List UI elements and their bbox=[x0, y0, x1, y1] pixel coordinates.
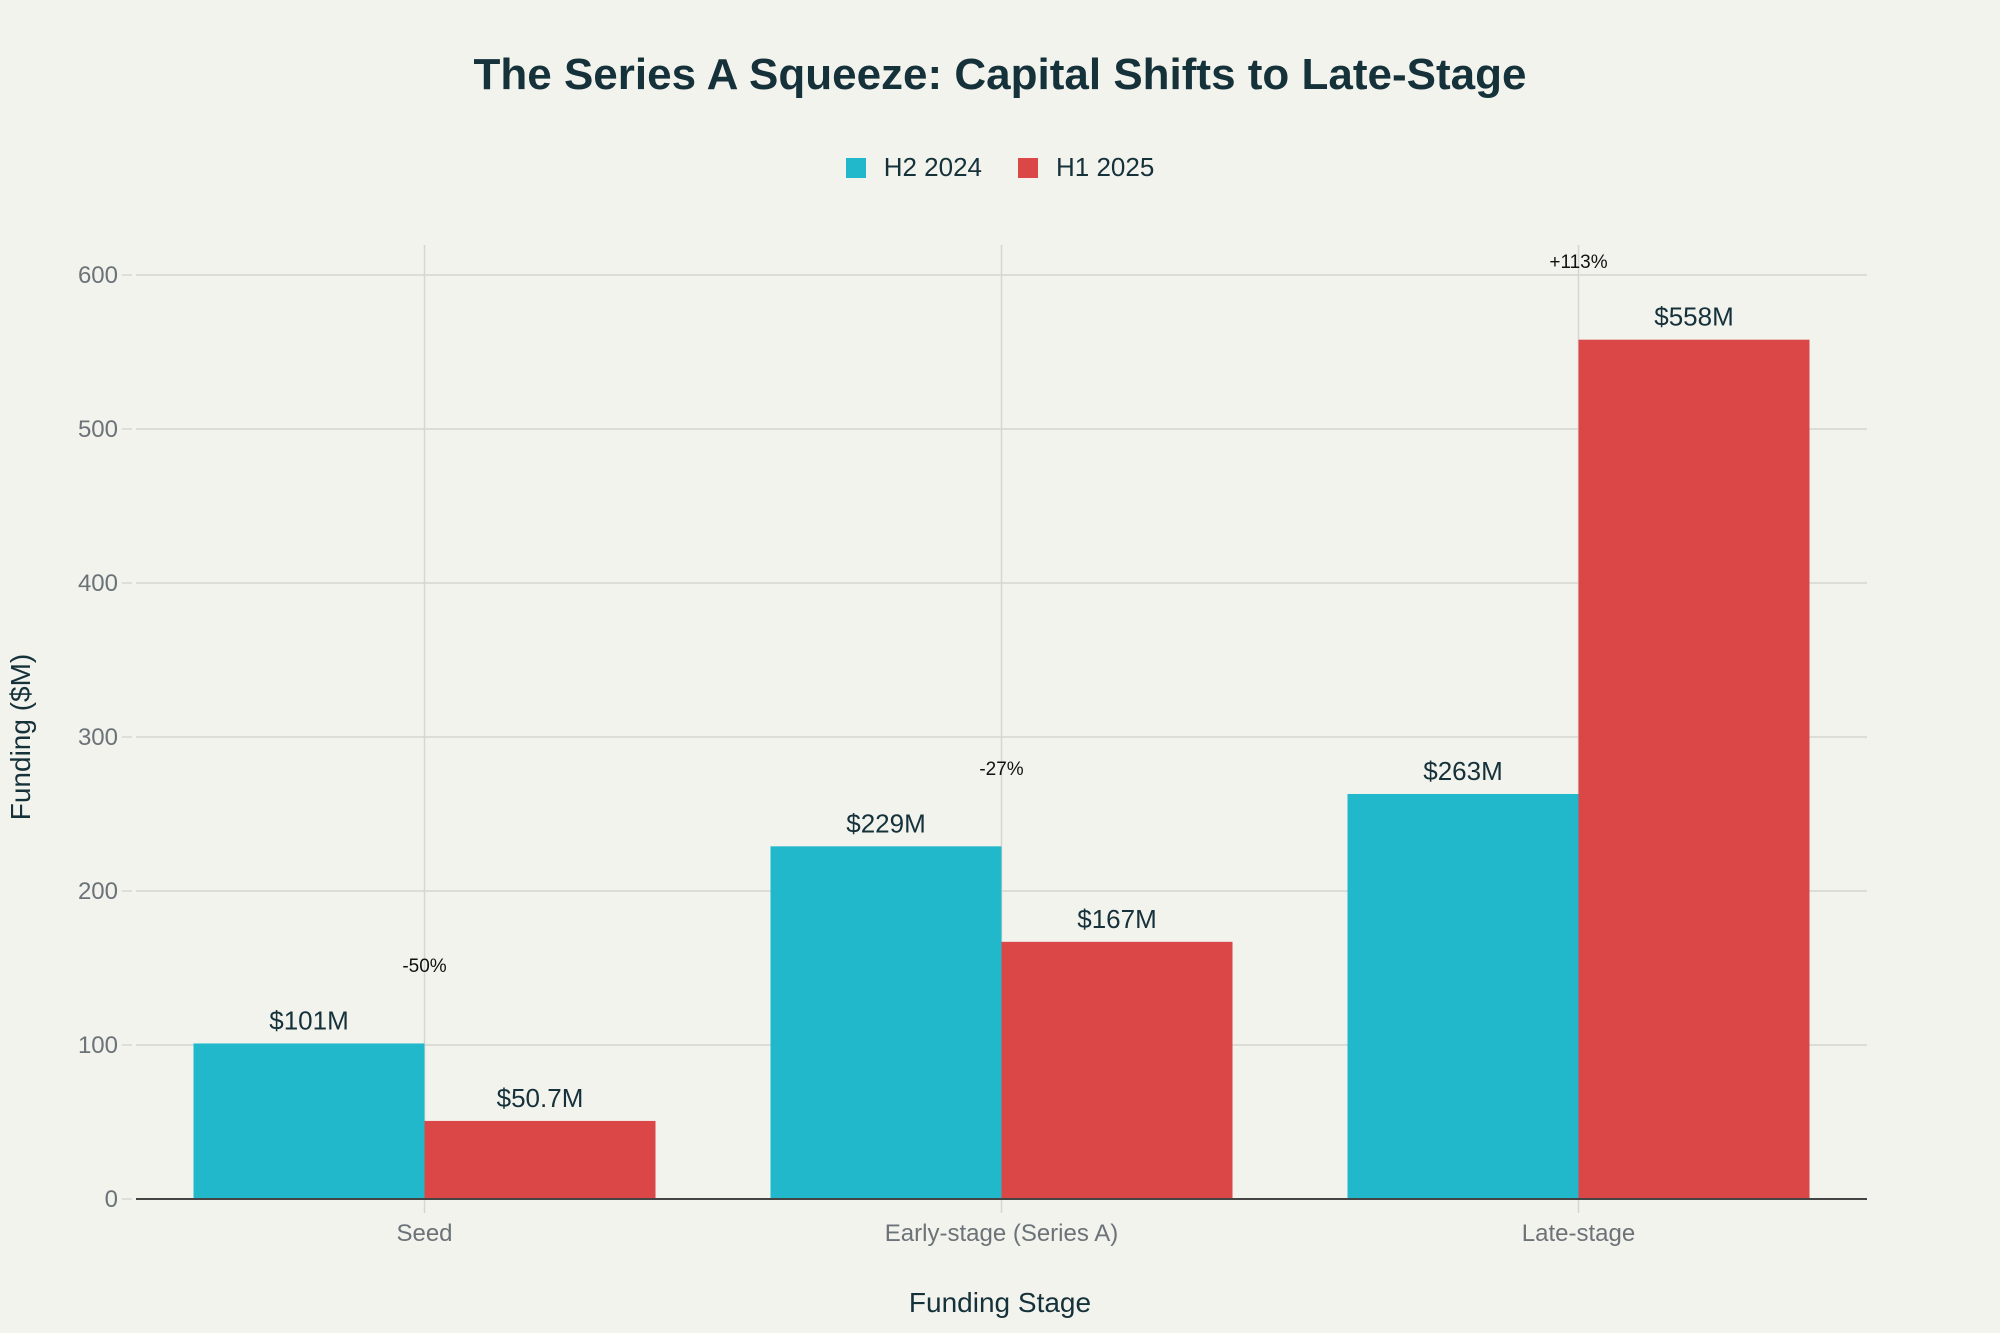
bar bbox=[1001, 941, 1233, 1199]
legend-swatch-h1-2025 bbox=[1018, 157, 1038, 178]
annotations: -50% -27% +113% bbox=[402, 252, 1607, 977]
legend-item-h2-2024[interactable]: H2 2024 bbox=[845, 152, 982, 183]
bar bbox=[193, 1043, 425, 1199]
legend-item-h1-2025[interactable]: H1 2025 bbox=[1018, 152, 1154, 183]
bar-value-label: $558M bbox=[1654, 302, 1734, 332]
bar-value-label: $167M bbox=[1077, 904, 1157, 934]
bar-value-label: $50.7M bbox=[497, 1083, 584, 1113]
y-tick-label: 100 bbox=[78, 1032, 118, 1059]
bar-labels: $101M $229M $263M $50.7M $167M $558M bbox=[269, 302, 1734, 1113]
change-annotation: +113% bbox=[1549, 252, 1607, 273]
chart-title: The Series A Squeeze: Capital Shifts to … bbox=[473, 50, 1527, 99]
x-tick-label: Late-stage bbox=[1522, 1220, 1635, 1247]
bar bbox=[424, 1120, 656, 1199]
y-tick-label: 200 bbox=[78, 878, 118, 905]
gridlines: 0 100 200 300 400 500 600 Seed Early-stage (Seri… bbox=[78, 245, 1867, 1247]
legend-label-h2-2024: H2 2024 bbox=[883, 152, 982, 182]
y-tick-label: 500 bbox=[78, 416, 118, 443]
y-tick-label: 0 bbox=[105, 1186, 118, 1213]
x-axis-title: Funding Stage bbox=[909, 1287, 1091, 1318]
y-axis-title: Funding ($M) bbox=[5, 654, 36, 821]
change-annotation: -50% bbox=[402, 956, 446, 977]
bar-value-label: $229M bbox=[846, 808, 926, 838]
bar-value-label: $101M bbox=[269, 1005, 349, 1035]
y-tick-label: 300 bbox=[78, 724, 118, 751]
x-tick-label: Seed bbox=[396, 1220, 452, 1247]
y-tick-label: 400 bbox=[78, 570, 118, 597]
x-tick-label: Early-stage (Series A) bbox=[885, 1220, 1118, 1247]
legend-swatch-h2-2024 bbox=[845, 157, 866, 178]
legend-label-h1-2025: H1 2025 bbox=[1056, 152, 1155, 182]
bar-value-label: $263M bbox=[1423, 756, 1503, 786]
bar bbox=[1578, 339, 1810, 1199]
change-annotation: -27% bbox=[979, 759, 1023, 780]
bar bbox=[1347, 793, 1579, 1199]
bar bbox=[770, 846, 1002, 1199]
legend: H2 2024 H1 2025 bbox=[0, 152, 2000, 183]
bars bbox=[193, 339, 1810, 1199]
y-tick-label: 600 bbox=[78, 262, 118, 289]
